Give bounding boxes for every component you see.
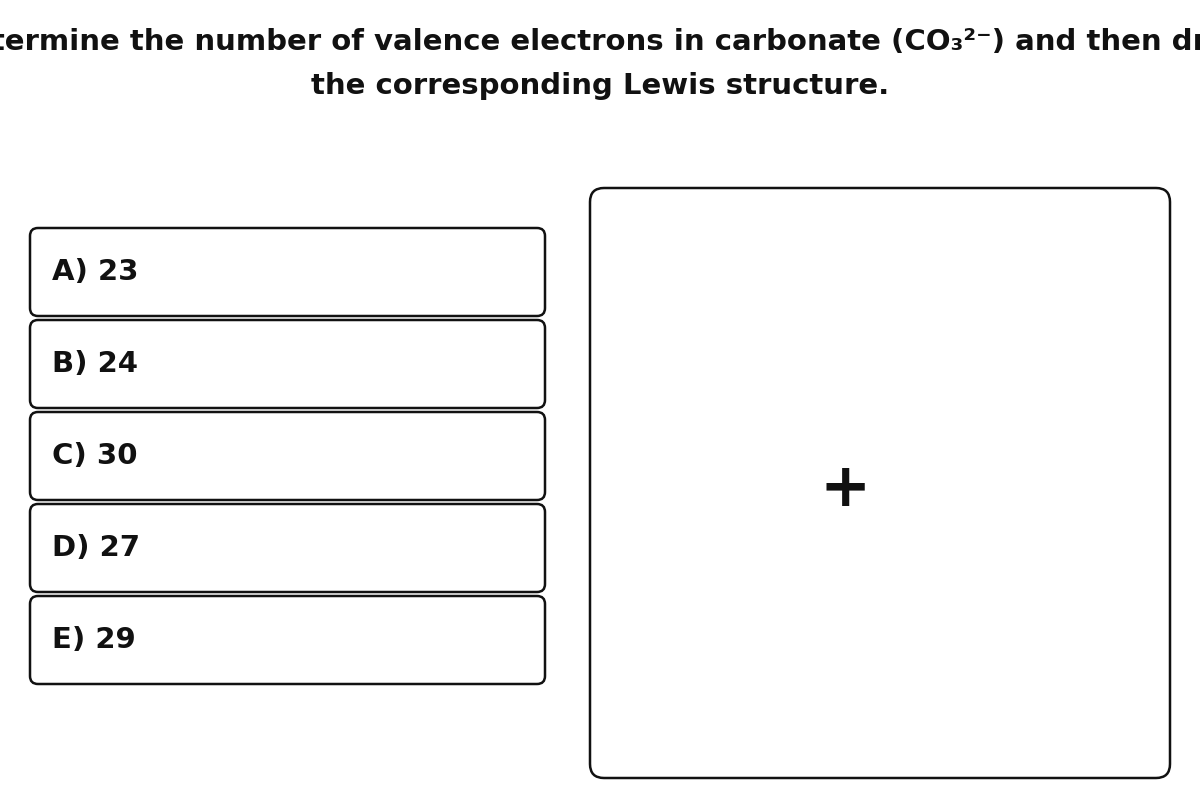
Text: D) 27: D) 27 xyxy=(52,534,140,562)
FancyBboxPatch shape xyxy=(30,504,545,592)
Text: B) 24: B) 24 xyxy=(52,350,138,378)
FancyBboxPatch shape xyxy=(30,412,545,500)
Text: +: + xyxy=(820,461,871,519)
FancyBboxPatch shape xyxy=(590,188,1170,778)
FancyBboxPatch shape xyxy=(30,320,545,408)
Text: Determine the number of valence electrons in carbonate (CO₃²⁻) and then draw: Determine the number of valence electron… xyxy=(0,28,1200,56)
FancyBboxPatch shape xyxy=(30,596,545,684)
Text: E) 29: E) 29 xyxy=(52,626,136,654)
Text: the corresponding Lewis structure.: the corresponding Lewis structure. xyxy=(311,72,889,100)
FancyBboxPatch shape xyxy=(30,228,545,316)
Text: A) 23: A) 23 xyxy=(52,258,138,286)
Text: C) 30: C) 30 xyxy=(52,442,138,470)
